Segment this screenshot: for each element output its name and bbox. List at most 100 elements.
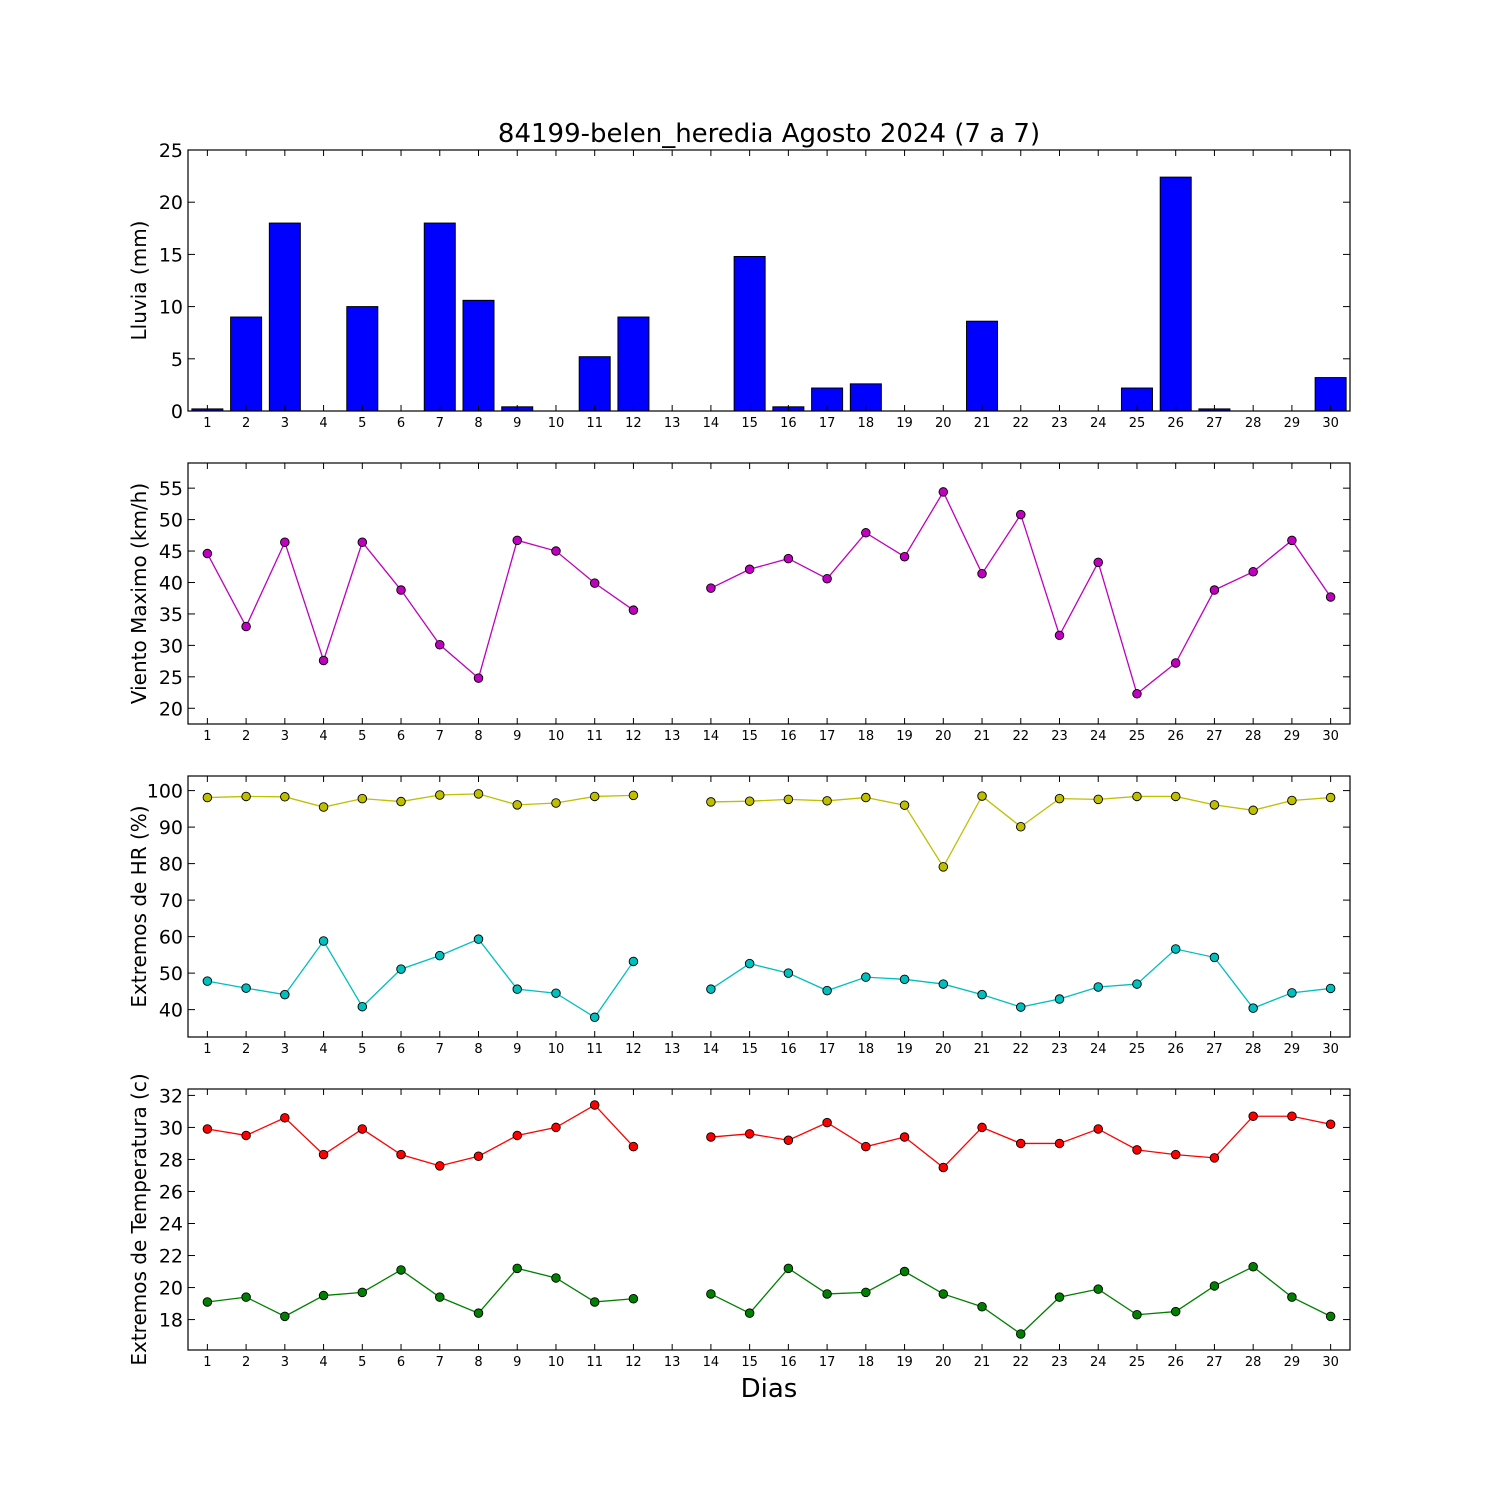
xtick-label: 10 — [548, 1042, 565, 1057]
xtick-label: 27 — [1206, 1355, 1223, 1370]
humidity-series-1-point-day-21 — [977, 791, 987, 801]
xtick-label: 23 — [1051, 729, 1068, 744]
xtick-label: 13 — [664, 1355, 681, 1370]
humidity-series-2-point-day-23 — [1054, 994, 1065, 1004]
humidity-series-2-line-2 — [710, 948, 1331, 1009]
humidity-series-1-point-day-27 — [1209, 800, 1220, 810]
temperature-series-1-point-day-1 — [202, 1124, 213, 1134]
xtick-label: 22 — [1012, 1042, 1029, 1057]
xtick-label: 29 — [1284, 729, 1301, 744]
xtick-label: 18 — [858, 729, 875, 744]
humidity-series-2-point-day-24 — [1093, 982, 1103, 992]
temperature-series-2-point-day-17 — [822, 1289, 832, 1299]
xtick-label: 2 — [242, 1355, 250, 1370]
humidity-series-2-point-day-21 — [977, 989, 987, 1000]
xtick-label: 16 — [780, 729, 797, 744]
temperature-series-1-point-day-9 — [512, 1130, 522, 1141]
xtick-label: 11 — [586, 1355, 603, 1370]
wind-series-1-point-day-16 — [783, 553, 794, 564]
ytick-label: 30 — [159, 635, 183, 657]
temperature-series-1-point-day-8 — [473, 1151, 484, 1161]
xtick-label: 14 — [703, 1042, 720, 1057]
xtick-label: 19 — [896, 416, 913, 431]
humidity-series-2-point-day-22 — [1016, 1002, 1026, 1012]
xtick-label: 27 — [1206, 1042, 1223, 1057]
xtick-label: 29 — [1284, 416, 1301, 431]
xtick-label: 19 — [896, 729, 913, 744]
temperature-series-2-point-day-23 — [1054, 1292, 1065, 1302]
xtick-label: 13 — [664, 416, 681, 431]
xtick-label: 9 — [513, 1355, 521, 1370]
axes-frame-rain — [187, 149, 1351, 412]
humidity-series-1-point-day-3 — [280, 792, 290, 802]
xtick-label: 23 — [1051, 416, 1068, 431]
xtick-label: 3 — [281, 416, 289, 431]
temperature-series-1-point-day-29 — [1287, 1111, 1297, 1121]
wind-series-1-point-day-9 — [512, 535, 522, 546]
temperature-series-1-point-day-19 — [899, 1132, 910, 1142]
x-axis-label: Dias — [741, 1374, 798, 1404]
rain-bar-day-15 — [733, 255, 766, 412]
humidity-series-1-point-day-2 — [241, 791, 251, 802]
humidity-series-1-point-day-7 — [435, 790, 445, 800]
humidity-series-1-point-day-23 — [1054, 793, 1065, 804]
temperature-series-1-point-day-25 — [1132, 1145, 1142, 1155]
xtick-label: 25 — [1129, 1355, 1146, 1370]
ytick-label: 15 — [159, 244, 183, 266]
xtick-label: 7 — [436, 416, 444, 431]
xtick-label: 6 — [397, 729, 405, 744]
humidity-series-1-point-day-19 — [899, 800, 910, 810]
xtick-label: 17 — [819, 416, 836, 431]
rain-bar-day-12 — [617, 316, 650, 412]
xtick-label: 4 — [319, 1355, 327, 1370]
temperature-series-2-line-2 — [710, 1265, 1331, 1335]
humidity-series-1-point-day-12 — [628, 790, 639, 801]
xtick-label: 24 — [1090, 1355, 1107, 1370]
xtick-label: 26 — [1167, 1042, 1184, 1057]
xtick-label: 9 — [513, 729, 521, 744]
xtick-label: 24 — [1090, 729, 1107, 744]
temperature-series-2-point-day-2 — [241, 1292, 251, 1302]
humidity-series-2-point-day-20 — [938, 979, 949, 989]
xtick-label: 3 — [281, 1355, 289, 1370]
temperature-series-2-point-day-19 — [899, 1266, 910, 1277]
xtick-label: 8 — [474, 1042, 482, 1057]
temperature-series-2-point-day-1 — [202, 1297, 213, 1307]
xtick-label: 12 — [625, 1042, 642, 1057]
wind-series-1-point-day-30 — [1325, 592, 1336, 602]
temperature-series-1-line-1 — [207, 1104, 634, 1167]
wind-series-1-point-day-6 — [396, 585, 406, 595]
xtick-label: 22 — [1012, 729, 1029, 744]
humidity-series-2-point-day-17 — [822, 985, 832, 996]
xtick-label: 20 — [935, 1355, 952, 1370]
humidity-series-2-point-day-4 — [318, 936, 329, 946]
ytick-label: 70 — [159, 890, 183, 912]
humidity-series-1-point-day-30 — [1325, 792, 1336, 803]
temperature-series-1-point-day-30 — [1325, 1119, 1336, 1129]
xtick-label: 14 — [703, 1355, 720, 1370]
ytick-label: 60 — [159, 927, 183, 949]
ytick-label: 80 — [159, 854, 183, 876]
wind-series-1-point-day-19 — [899, 551, 910, 562]
temperature-series-2-point-day-29 — [1287, 1292, 1297, 1302]
xtick-label: 30 — [1322, 416, 1339, 431]
temperature-series-1-point-day-18 — [861, 1141, 871, 1152]
ytick-label: 10 — [159, 297, 183, 319]
xtick-label: 28 — [1245, 1355, 1262, 1370]
humidity-series-1-point-day-8 — [473, 789, 484, 799]
wind-series-1-point-day-17 — [822, 573, 832, 584]
xtick-label: 21 — [974, 416, 991, 431]
humidity-series-2-point-day-14 — [706, 984, 716, 994]
xtick-label: 8 — [474, 729, 482, 744]
xtick-label: 18 — [858, 1355, 875, 1370]
ytick-label: 50 — [159, 963, 183, 985]
rain-bar-day-7 — [423, 222, 456, 412]
temperature-series-1-point-day-28 — [1248, 1111, 1258, 1121]
temperature-series-2-point-day-6 — [396, 1265, 406, 1275]
xtick-label: 14 — [703, 729, 720, 744]
humidity-series-1-point-day-4 — [318, 802, 329, 812]
humidity-series-1-point-day-20 — [938, 862, 949, 872]
humidity-series-1-point-day-6 — [396, 796, 406, 807]
